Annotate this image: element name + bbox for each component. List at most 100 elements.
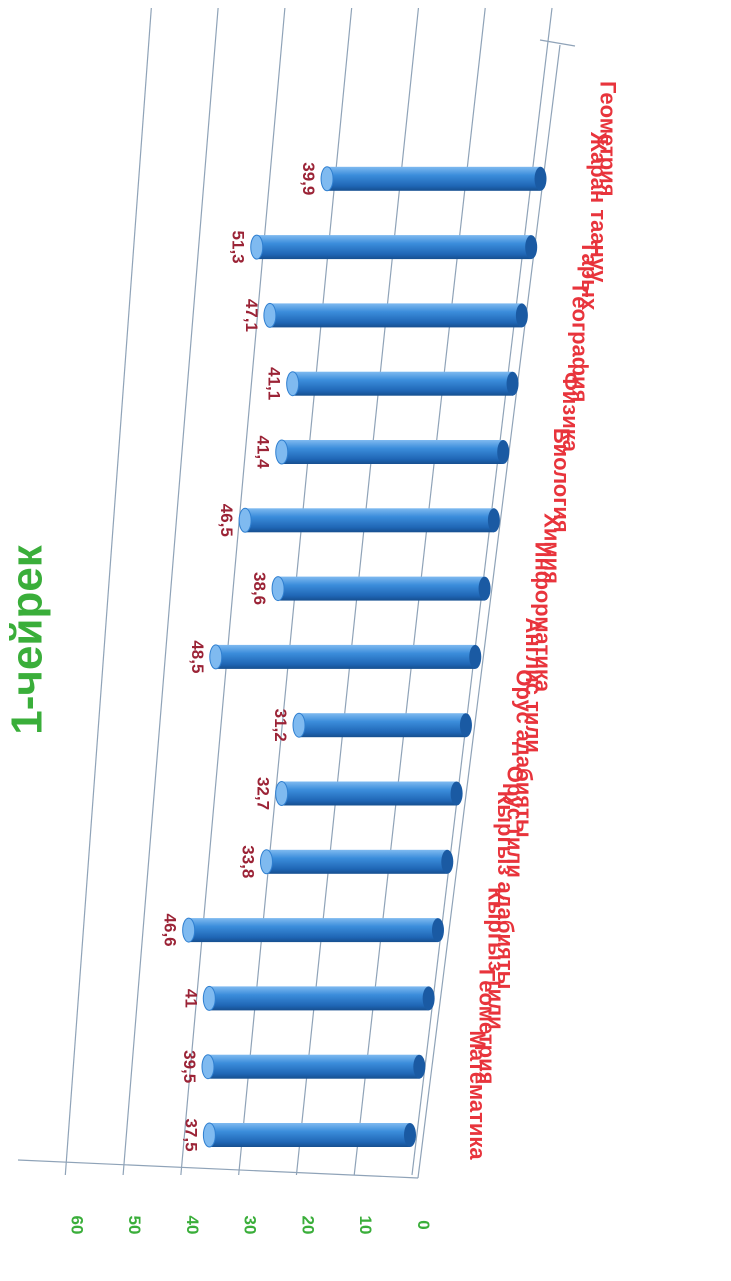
- bar: [202, 1122, 416, 1148]
- data-label: 33,8: [238, 845, 257, 878]
- bar-body: [209, 1123, 410, 1147]
- bar-end-cap: [469, 644, 482, 669]
- bar-top-cap: [292, 712, 306, 738]
- category-label: Химия: [540, 513, 565, 584]
- bar: [263, 302, 528, 328]
- y-axis-ticks: 0 10 20 30 40 50 60: [67, 1216, 433, 1235]
- y-tick-label: 20: [298, 1216, 317, 1235]
- y-tick-label: 40: [183, 1216, 202, 1235]
- bar-body: [327, 166, 541, 191]
- bar-end-cap: [459, 713, 472, 738]
- data-label: 46,5: [217, 504, 236, 537]
- bar-end-cap: [497, 440, 510, 464]
- bar-end-cap: [422, 986, 435, 1011]
- data-label: 38,6: [250, 572, 269, 605]
- bar-body: [299, 713, 466, 738]
- category-label: Орус тили: [502, 766, 527, 878]
- bar-top-cap: [320, 166, 334, 192]
- bar-body: [281, 781, 457, 806]
- chart-title: 1-чейрек: [3, 544, 52, 735]
- category-label: Кыргыз адабияты: [493, 791, 518, 990]
- bar-end-cap: [431, 918, 444, 943]
- category-label: Биология: [549, 428, 574, 533]
- bar-body: [269, 303, 522, 328]
- category-label: Англис тили: [521, 617, 546, 752]
- category-label: Геометрия: [596, 81, 621, 197]
- data-label: 31,2: [271, 709, 290, 742]
- bar-top-cap: [271, 576, 285, 602]
- category-label: Информатика: [530, 542, 555, 693]
- x-axis-line: [17, 1159, 419, 1179]
- y-tick-label: 30: [241, 1216, 260, 1235]
- bar-body: [209, 986, 429, 1011]
- bar-top-cap: [182, 917, 196, 943]
- bar: [292, 712, 472, 738]
- bar-end-cap: [413, 1054, 426, 1079]
- data-label: 47,1: [242, 299, 261, 332]
- y-tick-label: 10: [356, 1216, 375, 1235]
- bar-body: [245, 508, 494, 533]
- axes: [17, 39, 576, 1179]
- bar-body: [207, 1054, 420, 1079]
- bar-body: [256, 235, 532, 260]
- grid-line: [64, 7, 152, 1176]
- bar-end-cap: [441, 849, 454, 874]
- bar: [275, 439, 510, 465]
- bar-top-cap: [286, 371, 300, 397]
- bar-top-cap: [275, 439, 289, 465]
- data-labels: 37,5 39,5 41 46,6 33,8 32,7 31,2 48,5 38,6 46,5 41…: [161, 162, 318, 1151]
- bar-end-cap: [506, 371, 519, 396]
- bar-top-cap: [263, 302, 277, 328]
- category-label: География: [568, 285, 593, 402]
- bar-top-cap: [201, 1054, 215, 1080]
- data-label: 51,3: [229, 231, 248, 264]
- bar-body: [278, 576, 485, 601]
- bar: [259, 849, 454, 875]
- axis-cap-line: [539, 39, 576, 47]
- bar: [320, 166, 547, 192]
- bar-top-cap: [259, 849, 273, 875]
- category-label: Математика: [465, 1030, 490, 1160]
- bar: [202, 985, 435, 1011]
- data-label: 41,4: [254, 435, 273, 469]
- bar-body: [215, 644, 476, 669]
- bar-end-cap: [515, 303, 528, 328]
- bar-end-cap: [525, 235, 538, 260]
- bar-end-cap: [478, 576, 491, 601]
- data-label: 41,1: [265, 367, 284, 400]
- bar-top-cap: [209, 644, 223, 670]
- data-label: 41: [181, 989, 200, 1008]
- bar: [238, 507, 500, 533]
- data-label: 46,6: [161, 914, 180, 947]
- bar-top-cap: [250, 234, 264, 260]
- bar-body: [292, 371, 513, 396]
- y-tick-label: 60: [67, 1216, 86, 1235]
- bar-end-cap: [404, 1123, 416, 1147]
- category-label: Кыргыз тили: [484, 887, 509, 1029]
- bar-body: [188, 918, 438, 943]
- bar-top-cap: [275, 781, 289, 806]
- grid-line: [180, 7, 286, 1176]
- data-label: 32,7: [254, 777, 273, 810]
- category-axis-line: [417, 44, 561, 1179]
- bar-body: [281, 440, 504, 464]
- category-label: Жаран таануу: [586, 131, 611, 283]
- bar-end-cap: [450, 781, 463, 806]
- grid-line: [122, 7, 219, 1176]
- category-label: Тарых: [577, 241, 602, 311]
- data-label: 37,5: [181, 1118, 200, 1151]
- bar: [209, 644, 482, 670]
- bar: [275, 781, 463, 806]
- bar-top-cap: [202, 985, 216, 1011]
- bar-top-cap: [238, 507, 252, 533]
- bar-top-cap: [202, 1122, 216, 1148]
- bar-body: [266, 849, 448, 874]
- y-tick-label: 50: [125, 1216, 144, 1235]
- y-tick-label: 0: [414, 1220, 433, 1229]
- bar-end-cap: [534, 166, 547, 191]
- bar: [201, 1054, 426, 1080]
- category-label: Физика: [558, 372, 583, 453]
